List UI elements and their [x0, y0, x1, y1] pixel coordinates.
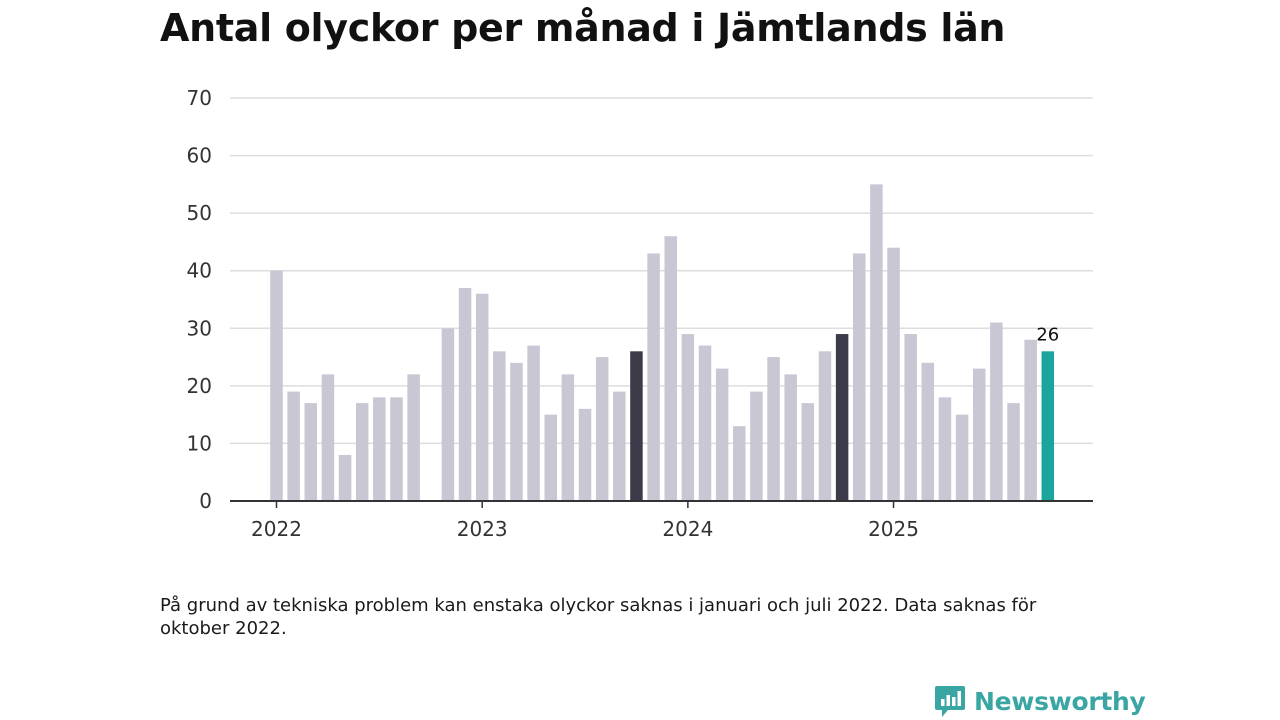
- bar-2025-02: [904, 334, 917, 501]
- brand-name: Newsworthy: [974, 686, 1146, 716]
- y-tick-label: 40: [187, 259, 212, 283]
- bar-2023-11: [647, 253, 660, 501]
- bar-2024-11: [853, 253, 866, 501]
- bar-2022-05: [338, 454, 352, 501]
- bar-2024-09: [818, 351, 832, 501]
- bar-2024-08: [801, 403, 815, 501]
- bar-2024-01: [681, 334, 695, 501]
- bar-2022-06: [355, 403, 369, 501]
- newsworthy-logo-icon: [935, 686, 965, 717]
- bar-2022-09: [407, 374, 420, 501]
- bar-2025-05: [955, 414, 969, 501]
- bar-2023-01: [475, 293, 489, 501]
- x-tick-label: 2024: [662, 517, 713, 541]
- y-tick-label: 0: [199, 489, 212, 513]
- bar-2025-06: [972, 368, 986, 501]
- y-axis-ticks: 0 10 20 30 40 50 60 70: [187, 86, 212, 513]
- bar-2023-02: [493, 351, 506, 501]
- y-tick-label: 30: [187, 316, 212, 340]
- bars: [270, 184, 1055, 501]
- bar-2023-08: [595, 357, 609, 501]
- y-tick-label: 10: [187, 431, 212, 455]
- bar-2025-10: [1041, 351, 1055, 501]
- bar-2025-09: [1024, 339, 1037, 501]
- x-axis: 2022 2023 2024 2025: [230, 500, 1093, 541]
- x-tick-label: 2023: [457, 517, 508, 541]
- bar-2022-11: [441, 328, 455, 501]
- data-labels: 26: [1036, 324, 1059, 345]
- bar-2023-06: [561, 374, 575, 501]
- bar-2025-03: [921, 362, 935, 501]
- bar-2023-12: [664, 236, 677, 501]
- data-label-current: 26: [1036, 324, 1059, 345]
- chart-title: Antal olyckor per månad i Jämtlands län: [160, 6, 1006, 50]
- bar-2024-02: [698, 345, 712, 501]
- bar-2024-07: [784, 374, 797, 501]
- bar-2025-01: [887, 247, 900, 501]
- y-tick-label: 70: [187, 86, 212, 110]
- y-tick-label: 50: [187, 201, 212, 225]
- bar-2022-08: [390, 397, 403, 501]
- bar-2023-05: [544, 414, 557, 501]
- bar-2024-10: [835, 334, 849, 501]
- bar-2024-05: [750, 391, 763, 501]
- bar-2024-06: [767, 357, 780, 501]
- gridlines: [230, 97, 1093, 445]
- y-tick-label: 60: [187, 144, 212, 168]
- bar-2022-02: [287, 391, 300, 501]
- bar-2023-10: [630, 351, 643, 501]
- bar-2022-03: [304, 403, 318, 501]
- bar-2023-04: [527, 345, 540, 501]
- bar-2022-01: [270, 270, 283, 501]
- footnote: På grund av tekniska problem kan enstaka…: [160, 595, 1037, 639]
- bar-2022-04: [321, 374, 335, 501]
- bar-2024-03: [715, 368, 729, 501]
- bar-2022-12: [458, 287, 472, 501]
- bar-2025-08: [1007, 403, 1020, 501]
- bar-2022-07: [373, 397, 386, 501]
- brand[interactable]: Newsworthy: [934, 684, 1146, 718]
- x-tick-label: 2022: [251, 517, 302, 541]
- bar-2024-12: [870, 184, 883, 501]
- x-tick-label: 2025: [868, 517, 919, 541]
- bar-2025-04: [938, 397, 952, 501]
- y-tick-label: 20: [187, 374, 212, 398]
- bar-2023-07: [578, 408, 592, 501]
- bar-2025-07: [990, 322, 1003, 501]
- bar-2024-04: [733, 426, 746, 501]
- bar-2023-03: [510, 362, 523, 501]
- bar-2023-09: [613, 391, 626, 501]
